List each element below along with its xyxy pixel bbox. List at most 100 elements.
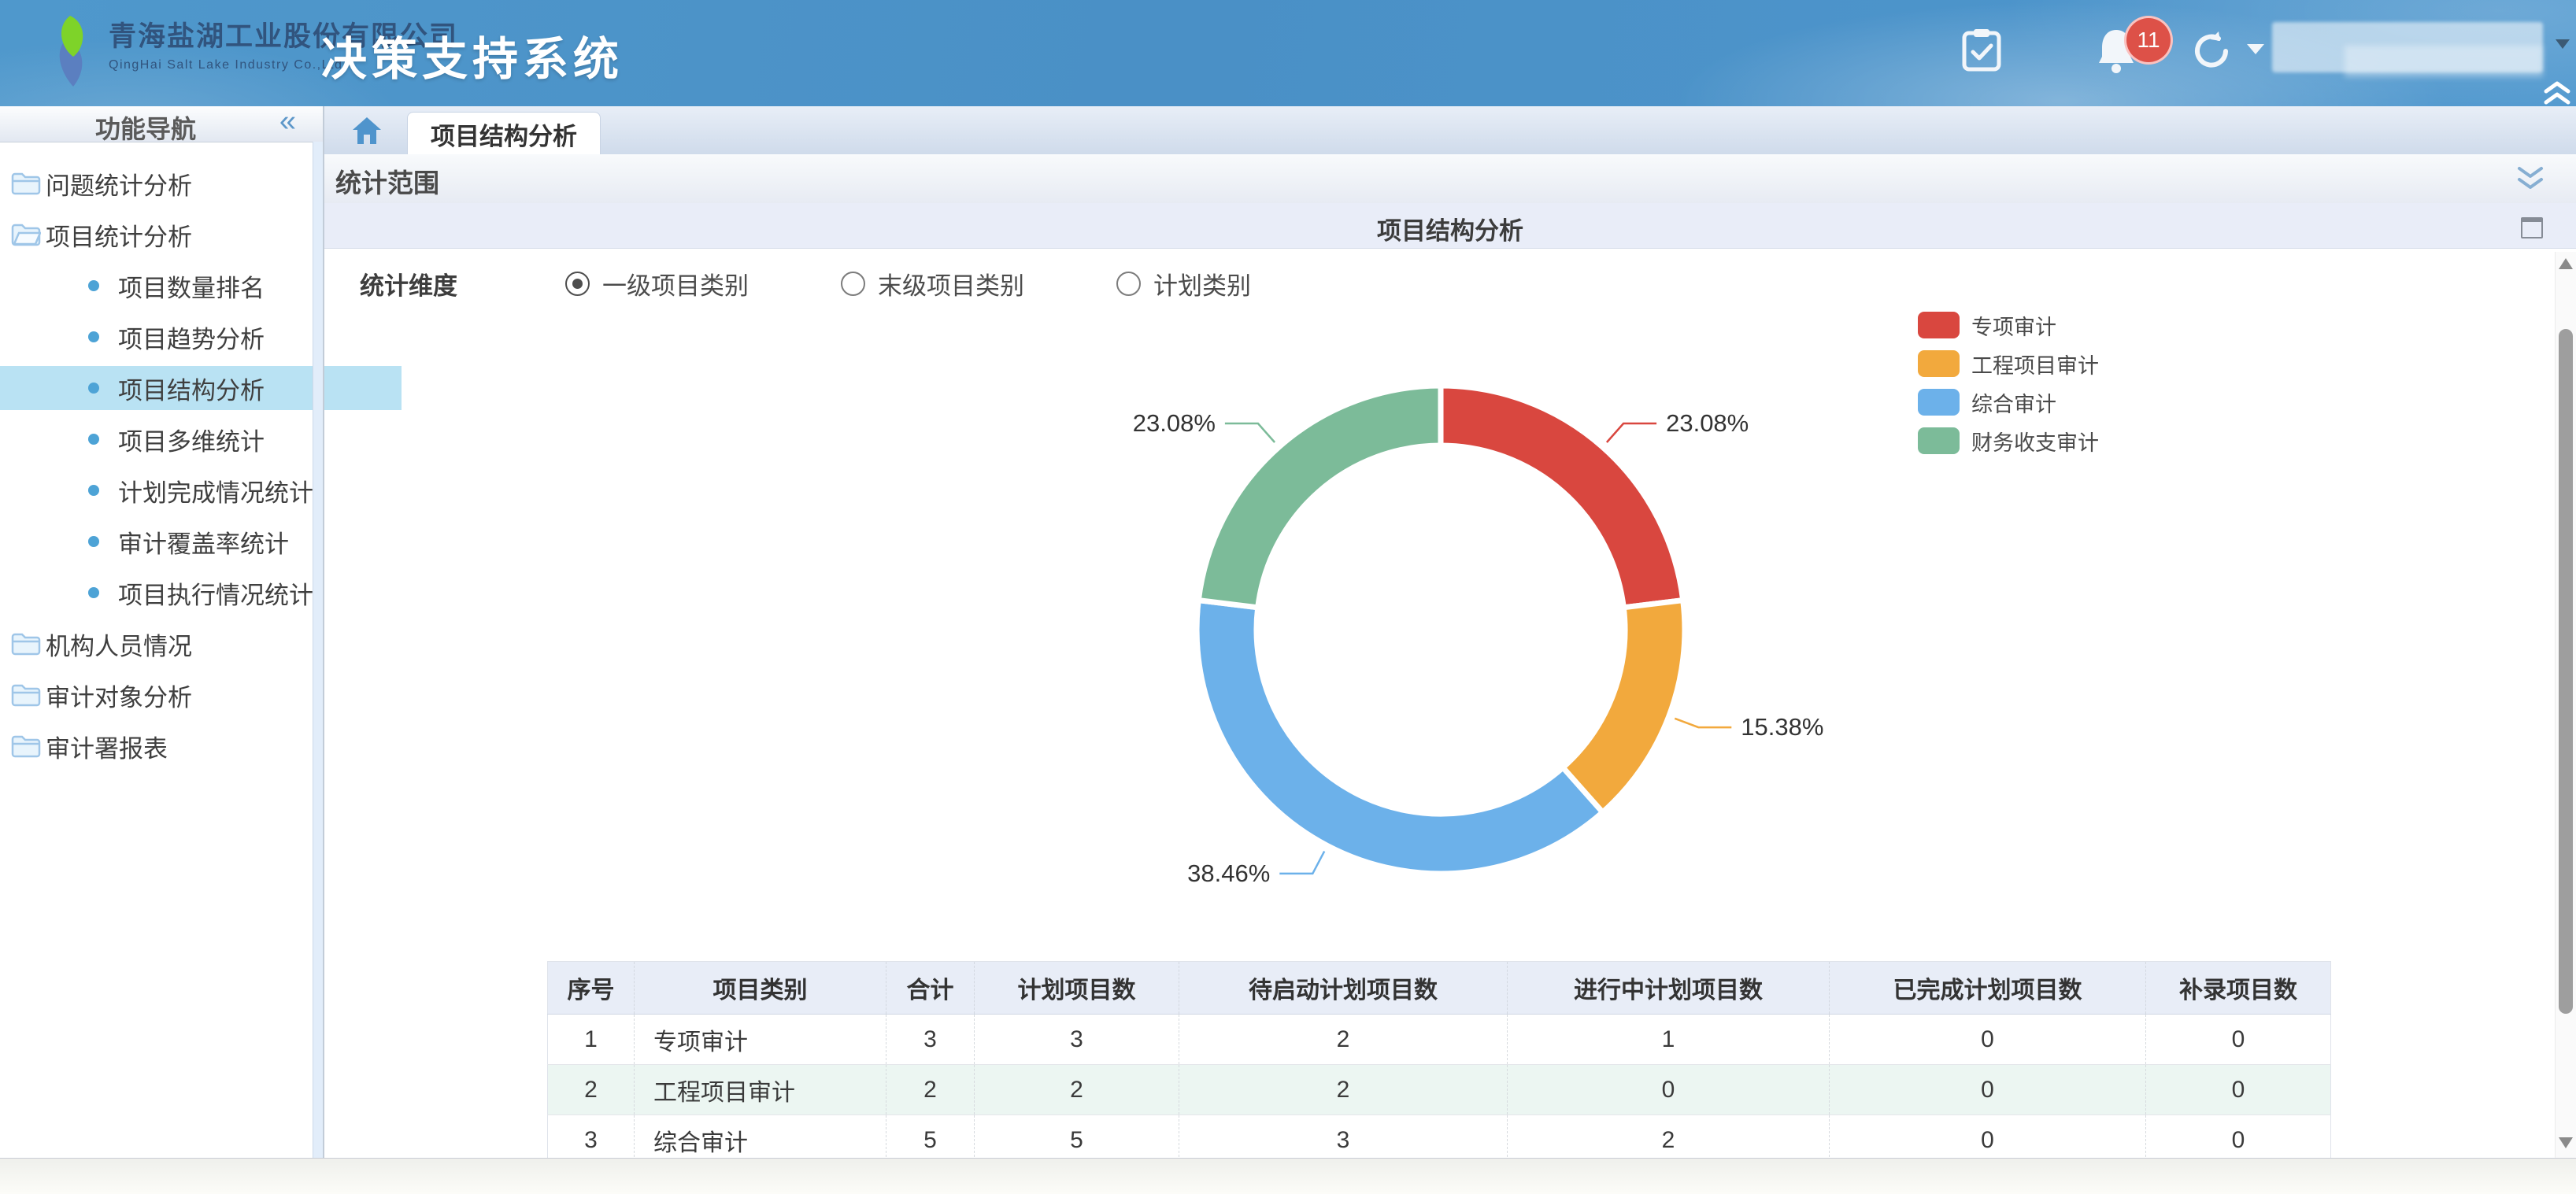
bullet-icon [88, 536, 99, 547]
table-cell: 2 [974, 1064, 1179, 1115]
donut-slice-2[interactable] [1194, 597, 1606, 877]
table-cell: 3 [547, 1115, 635, 1166]
bottom-edge-band [0, 1158, 2576, 1194]
percent-label: 23.08% [1666, 409, 1749, 437]
sidebar-collapse-icon[interactable]: « [279, 105, 296, 138]
app-header: 青海盐湖工业股份有限公司 QingHai Salt Lake Industry … [0, 0, 2576, 106]
donut-chart: 23.08% 15.38% 38.46% 23.08% [1133, 383, 1823, 887]
legend-item-3[interactable]: 财务收支审计 [1918, 427, 2099, 455]
refresh-caret-icon[interactable] [2247, 44, 2264, 54]
sidebar-item-label: 项目执行情况统计 [118, 581, 313, 609]
radio-option-2[interactable]: 计划类别 [1116, 266, 1251, 301]
sidebar-item-6[interactable]: 计划完成情况统计 [0, 468, 402, 512]
bullet-icon [88, 587, 99, 598]
legend-swatch [1918, 389, 1960, 416]
donut-slice-3[interactable] [1195, 383, 1444, 611]
chart-legend: 专项审计工程项目审计 综合审计财务收支审计 [1918, 312, 2099, 466]
table-row: 2 工程项目审计 2 2 2 0 0 0 [547, 1064, 2331, 1115]
sidebar-item-10[interactable]: 审计对象分析 [0, 673, 324, 717]
legend-item-1[interactable]: 工程项目审计 [1918, 350, 2099, 378]
legend-label: 综合审计 [1971, 392, 2056, 416]
tab-project-structure-analysis[interactable]: 项目结构分析 [407, 112, 601, 155]
table-cell: 5 [886, 1115, 975, 1166]
table-cell: 3 [974, 1014, 1179, 1065]
sidebar-item-1[interactable]: 项目统计分析 [0, 213, 324, 257]
dimension-label: 统计维度 [360, 272, 457, 300]
table-cell: 1 [547, 1014, 635, 1065]
sidebar-title: 功能导航 [94, 115, 196, 143]
table-cell: 3 [1179, 1115, 1508, 1166]
folder-icon [11, 632, 46, 656]
table-cell: 1 [1507, 1014, 1830, 1065]
radio-unselected-icon[interactable] [1116, 272, 1141, 296]
table-cell: 专项审计 [634, 1014, 886, 1065]
radio-option-1[interactable]: 末级项目类别 [841, 266, 1024, 301]
app-title: 决策支持系统 [321, 34, 624, 85]
radio-label: 末级项目类别 [878, 272, 1024, 300]
bullet-icon [88, 434, 99, 445]
tasks-clipboard-icon[interactable] [1962, 28, 2001, 72]
folder-open-icon [11, 223, 46, 246]
donut-slice-1[interactable] [1560, 597, 1688, 815]
table-cell: 2 [1507, 1115, 1830, 1166]
sidebar-item-0[interactable]: 问题统计分析 [0, 161, 324, 205]
sidebar-item-7[interactable]: 审计覆盖率统计 [0, 519, 402, 564]
sidebar-item-3[interactable]: 项目趋势分析 [0, 315, 402, 359]
table-cell: 0 [1829, 1014, 2146, 1065]
legend-swatch [1918, 427, 1960, 454]
user-name-redacted[interactable] [2272, 22, 2543, 72]
table-row: 1 专项审计 3 3 2 1 0 0 [547, 1014, 2331, 1065]
table-header-cell: 计划项目数 [974, 961, 1179, 1015]
vertical-scrollbar[interactable] [2555, 252, 2576, 1158]
filter-panel-title: 统计范围 [335, 168, 439, 198]
sidebar-item-8[interactable]: 项目执行情况统计 [0, 571, 402, 615]
expand-panel-chevrons-icon[interactable] [2516, 165, 2545, 192]
legend-item-2[interactable]: 综合审计 [1918, 389, 2099, 416]
maximize-window-icon[interactable] [2521, 217, 2543, 238]
legend-label: 财务收支审计 [1971, 431, 2099, 455]
company-name-cn: 青海盐湖工业股份有限公司 [109, 21, 459, 52]
user-menu-caret-icon[interactable] [2556, 39, 2570, 49]
sidebar-item-11[interactable]: 审计署报表 [0, 724, 324, 768]
sidebar-item-label: 项目数量排名 [118, 274, 265, 302]
label-leader-line [1605, 422, 1657, 443]
home-icon[interactable] [351, 116, 383, 146]
collapse-header-chevrons-icon[interactable] [2541, 80, 2573, 105]
legend-item-0[interactable]: 专项审计 [1918, 312, 2099, 339]
percent-label: 38.46% [1187, 859, 1270, 887]
analysis-title-band: 项目结构分析 [324, 203, 2576, 249]
donut-slice-0[interactable] [1438, 383, 1686, 611]
sidebar-item-label: 审计对象分析 [46, 683, 192, 712]
sidebar-scrollbar[interactable] [313, 142, 323, 1193]
table-cell: 3 [886, 1014, 975, 1065]
refresh-icon[interactable] [2190, 30, 2233, 72]
sidebar-item-5[interactable]: 项目多维统计 [0, 417, 402, 461]
radio-label: 一级项目类别 [602, 272, 749, 300]
table-cell: 2 [886, 1064, 975, 1115]
sidebar-item-label: 审计覆盖率统计 [118, 530, 289, 558]
sidebar-item-label: 审计署报表 [46, 734, 168, 763]
legend-label: 工程项目审计 [1971, 353, 2099, 378]
sidebar-item-2[interactable]: 项目数量排名 [0, 264, 402, 308]
table-cell: 2 [1179, 1014, 1508, 1065]
legend-swatch [1918, 312, 1960, 338]
radio-unselected-icon[interactable] [841, 272, 865, 296]
scrollbar-thumb[interactable] [2559, 329, 2573, 1014]
sidebar-item-label: 项目统计分析 [46, 223, 192, 251]
table-cell: 2 [547, 1064, 635, 1115]
table-header-cell: 序号 [547, 961, 635, 1015]
folder-icon [11, 683, 46, 707]
sidebar-item-4[interactable]: 项目结构分析 [0, 366, 402, 410]
percent-label: 23.08% [1133, 409, 1216, 437]
radio-selected-icon[interactable] [565, 272, 590, 296]
bullet-icon [88, 485, 99, 496]
sidebar-item-9[interactable]: 机构人员情况 [0, 622, 324, 666]
scrollbar-down-arrow-icon[interactable] [2559, 1137, 2573, 1148]
user-name-redacted-overlay [2345, 46, 2543, 77]
company-logo-icon [59, 16, 83, 87]
radio-option-0[interactable]: 一级项目类别 [565, 266, 749, 301]
table-header-cell: 合计 [886, 961, 975, 1015]
notification-badge[interactable]: 11 [2124, 16, 2173, 65]
scrollbar-up-arrow-icon[interactable] [2559, 258, 2573, 269]
company-name-en: QingHai Salt Lake Industry Co.,Ltd. [109, 58, 348, 72]
